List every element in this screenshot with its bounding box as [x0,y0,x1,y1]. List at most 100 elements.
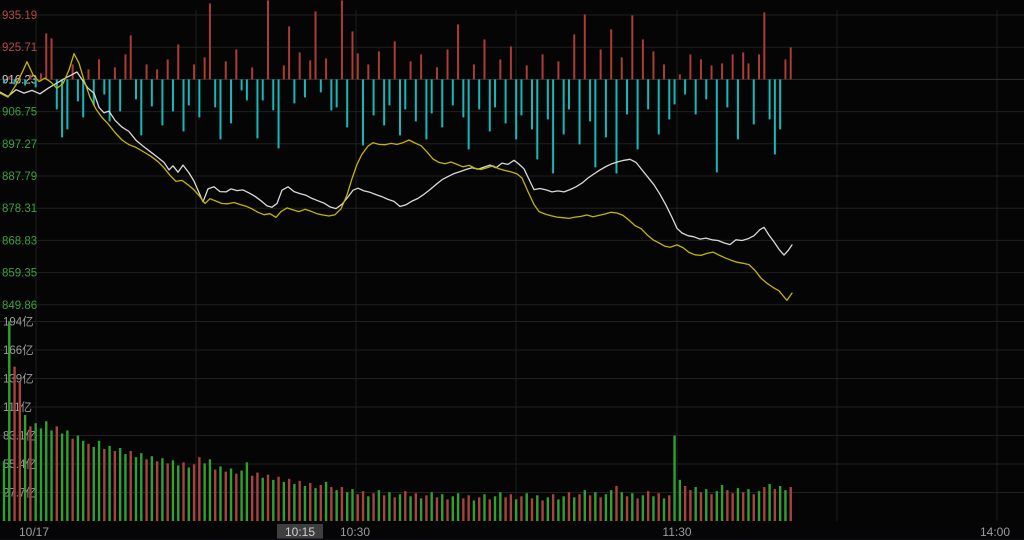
time-axis-label: 14:00 [980,525,1010,539]
updown-bar [689,54,692,80]
volume-bar [39,428,43,521]
updown-bar [641,39,644,80]
volume-bar [773,489,777,521]
updown-bar [404,79,407,110]
volume-bar [150,456,154,521]
volume-bar [60,433,64,521]
volume-bar [224,471,227,521]
updown-bar [29,74,32,80]
updown-bar [3,79,5,84]
volume-bar [652,496,655,521]
volume-bar [171,460,175,521]
bottom-edge-strip [0,538,1024,540]
volume-bar [155,461,159,521]
volume-bar [293,483,296,521]
updown-bar [541,54,544,80]
updown-bar [494,79,497,108]
updown-bar [34,79,37,88]
volume-bar [103,448,106,521]
updown-bar [636,79,639,150]
updown-bar [161,79,164,126]
updown-bar [657,79,660,135]
updown-bar [277,79,280,149]
volume-bar [752,494,755,521]
volume-bar [514,499,518,521]
volume-bar [462,498,465,521]
volume-bar [192,464,196,521]
updown-bar [156,69,159,80]
updown-bar [245,79,248,101]
updown-bar [531,79,533,130]
volume-bar [430,492,433,521]
updown-bar [430,79,433,114]
updown-bar [71,64,74,80]
volume-bar [699,492,703,521]
updown-bar [562,79,565,135]
updown-bar [319,79,322,93]
volume-bar [367,496,370,521]
updown-bar [362,79,365,146]
avg-price-line [0,53,793,301]
volume-bar [314,488,317,521]
volume-bar [187,467,190,521]
volume-bar [625,496,629,521]
updown-bar [567,79,570,110]
updown-bar [76,79,79,102]
volume-bar [97,440,101,521]
updown-bar [219,79,222,140]
updown-bar [372,79,375,116]
volume-bar [419,498,423,521]
updown-bar [694,79,697,115]
updown-bar [8,76,11,80]
volume-bar [235,473,238,521]
updown-bar [330,79,333,111]
price-axis-label: 916.23 [2,74,37,86]
updown-bar [282,65,285,80]
updown-bar [631,15,634,80]
updown-bar [504,79,507,124]
volume-bar [330,487,333,521]
volume-bar [50,430,53,521]
price-axis-label: 878.31 [2,203,37,215]
updown-bar [288,26,291,80]
updown-bar [446,49,449,80]
volume-bar [134,457,138,521]
volume-bar [472,500,476,521]
updown-bar [552,79,555,174]
volume-bar [346,492,349,521]
volume-bar [557,499,560,521]
volume-bar [282,481,286,521]
volume-bar [45,421,48,521]
price-axis-label: 897.27 [2,139,37,151]
volume-bar [525,493,528,521]
volume-bar [140,453,143,521]
updown-bar [678,74,681,80]
updown-bar [673,79,676,105]
price-axis-label: 887.79 [2,171,37,183]
volume-bar [499,492,502,521]
volume-bar [29,426,32,521]
updown-bar [309,60,312,80]
volume-bar [303,486,307,521]
volume-bar [689,490,692,521]
updown-bar [383,79,386,126]
updown-bar [108,79,111,122]
updown-bar [525,65,528,80]
volume-bar [182,462,185,521]
time-axis-label: 10/17 [19,525,49,539]
volume-bar [23,415,27,521]
volume-bar [245,462,249,521]
updown-bar [726,79,729,108]
volume-bar [683,486,687,521]
updown-bar [325,58,328,80]
updown-bar [203,57,206,80]
updown-bar [293,79,296,104]
updown-bar [150,79,153,107]
updown-bar [715,79,718,173]
updown-bar [546,79,549,120]
volume-bar [488,499,491,521]
updown-bar [193,64,196,80]
updown-bar [135,79,137,100]
updown-bar [314,11,317,80]
